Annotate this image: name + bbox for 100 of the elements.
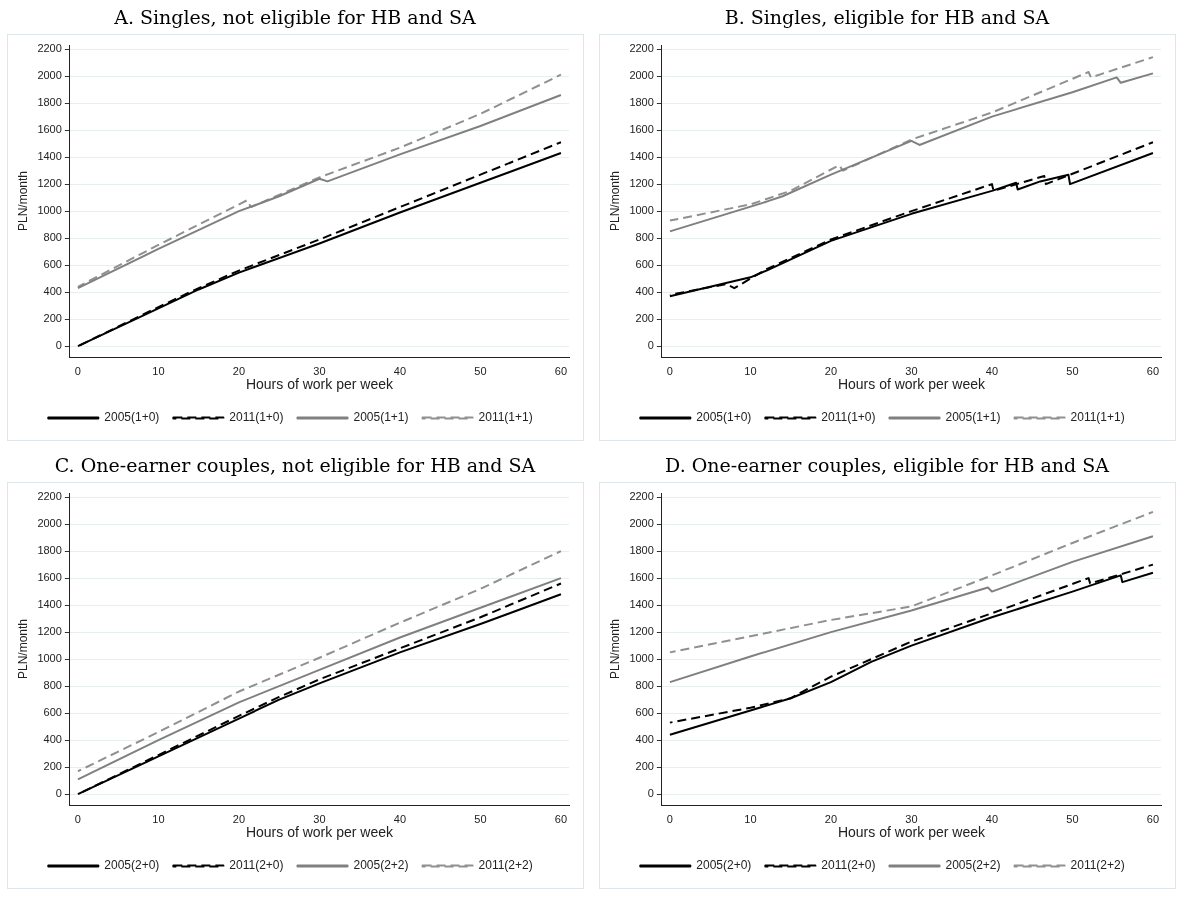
x-tick-label: 40 <box>985 364 998 377</box>
chart-title: A. Singles, not eligible for HB and SA <box>114 5 476 30</box>
x-tick-label: 30 <box>312 364 326 377</box>
y-tick-label: 2000 <box>628 517 654 530</box>
x-tick-label: 40 <box>393 812 406 825</box>
y-tick-label: 1200 <box>36 177 62 190</box>
x-tick-label: 50 <box>473 364 487 377</box>
x-tick-label: 30 <box>904 364 918 377</box>
legend-label: 2011(1+0) <box>228 410 283 425</box>
y-tick-label: 1200 <box>628 177 654 190</box>
y-tick-label: 1800 <box>628 96 654 109</box>
legend-label: 2005(1+1) <box>353 410 409 425</box>
y-tick-label: 800 <box>635 679 654 692</box>
y-axis-title: PLN/month <box>15 618 30 680</box>
y-tick-label: 200 <box>43 760 62 773</box>
y-tick-label: 0 <box>55 787 62 800</box>
x-tick-label: 50 <box>1065 364 1079 377</box>
x-tick-label: 0 <box>74 812 81 825</box>
legend-label: 2005(1+0) <box>103 410 159 425</box>
chart-title: D. One-earner couples, eligible for HB and SA <box>665 453 1109 478</box>
line-series <box>76 550 562 773</box>
x-axis-title: Hours of work per week <box>837 824 986 841</box>
chart-title: B. Singles, eligible for HB and SA <box>724 5 1050 30</box>
legend-label: 2005(2+2) <box>353 858 409 873</box>
y-tick-label: 1000 <box>36 204 62 217</box>
y-tick-label: 1400 <box>36 598 62 611</box>
x-tick-label: 60 <box>1146 812 1159 825</box>
y-axis-title: PLN/month <box>607 170 622 232</box>
x-tick-label: 10 <box>151 364 165 377</box>
y-tick-label: 2200 <box>36 490 62 503</box>
y-tick-label: 400 <box>43 285 62 298</box>
y-tick-label: 2200 <box>36 42 62 55</box>
x-tick-label: 20 <box>824 812 837 825</box>
x-tick-label: 30 <box>904 812 918 825</box>
y-axis-title: PLN/month <box>607 618 622 680</box>
y-axis-title: PLN/month <box>15 170 30 232</box>
y-tick-label: 1800 <box>36 96 62 109</box>
legend-label: 2011(2+0) <box>820 858 875 873</box>
y-tick-label: 1600 <box>36 571 62 584</box>
y-tick-label: 1400 <box>628 598 654 611</box>
x-tick-label: 60 <box>554 364 567 377</box>
legend-label: 2005(2+0) <box>695 858 751 873</box>
y-tick-label: 1800 <box>628 544 654 557</box>
y-tick-label: 0 <box>647 787 654 800</box>
y-tick-label: 200 <box>635 760 654 773</box>
x-tick-label: 20 <box>232 364 245 377</box>
y-tick-label: 2200 <box>628 42 654 55</box>
y-tick-label: 2200 <box>628 490 654 503</box>
x-tick-label: 20 <box>232 812 245 825</box>
x-tick-label: 40 <box>393 364 406 377</box>
y-tick-label: 0 <box>647 339 654 352</box>
y-tick-label: 600 <box>43 258 62 271</box>
y-tick-label: 400 <box>43 733 62 746</box>
legend-label: 2005(1+1) <box>945 410 1001 425</box>
line-series <box>668 56 1154 222</box>
y-tick-label: 1400 <box>628 150 654 163</box>
y-tick-label: 200 <box>635 312 654 325</box>
y-tick-label: 0 <box>55 339 62 352</box>
y-tick-label: 600 <box>43 706 62 719</box>
x-tick-label: 0 <box>666 812 673 825</box>
legend-label: 2011(1+0) <box>820 410 875 425</box>
x-tick-label: 60 <box>1146 364 1159 377</box>
y-tick-label: 1600 <box>36 123 62 136</box>
x-tick-label: 10 <box>743 812 757 825</box>
y-tick-label: 1000 <box>36 652 62 665</box>
y-tick-label: 600 <box>635 258 654 271</box>
chart-title: C. One-earner couples, not eligible for HB and SA <box>54 453 536 478</box>
y-tick-label: 2000 <box>36 517 62 530</box>
y-tick-label: 1400 <box>36 150 62 163</box>
x-tick-label: 10 <box>151 812 165 825</box>
x-tick-label: 30 <box>312 812 326 825</box>
y-tick-label: 2000 <box>36 69 62 82</box>
legend-label: 2011(2+2) <box>478 858 533 873</box>
y-tick-label: 400 <box>635 285 654 298</box>
x-tick-label: 60 <box>554 812 567 825</box>
x-axis-title: Hours of work per week <box>837 376 986 393</box>
legend-label: 2005(2+2) <box>945 858 1001 873</box>
y-tick-label: 400 <box>635 733 654 746</box>
y-tick-label: 2000 <box>628 69 654 82</box>
legend-label: 2011(2+0) <box>228 858 283 873</box>
y-tick-label: 600 <box>635 706 654 719</box>
x-axis-title: Hours of work per week <box>245 824 394 841</box>
x-tick-label: 50 <box>1065 812 1079 825</box>
y-tick-label: 800 <box>635 231 654 244</box>
legend-label: 2011(1+1) <box>1070 410 1125 425</box>
legend-label: 2005(2+0) <box>103 858 159 873</box>
y-tick-label: 1200 <box>36 625 62 638</box>
line-series <box>668 510 1154 654</box>
x-axis-title: Hours of work per week <box>245 376 394 393</box>
x-tick-label: 20 <box>824 364 837 377</box>
x-tick-label: 0 <box>74 364 81 377</box>
y-tick-label: 1600 <box>628 571 654 584</box>
y-tick-label: 1200 <box>628 625 654 638</box>
x-tick-label: 10 <box>743 364 757 377</box>
legend-label: 2011(1+1) <box>478 410 533 425</box>
x-tick-label: 50 <box>473 812 487 825</box>
x-tick-label: 0 <box>666 364 673 377</box>
y-tick-label: 800 <box>43 679 62 692</box>
x-tick-label: 40 <box>985 812 998 825</box>
legend-label: 2005(1+0) <box>695 410 751 425</box>
